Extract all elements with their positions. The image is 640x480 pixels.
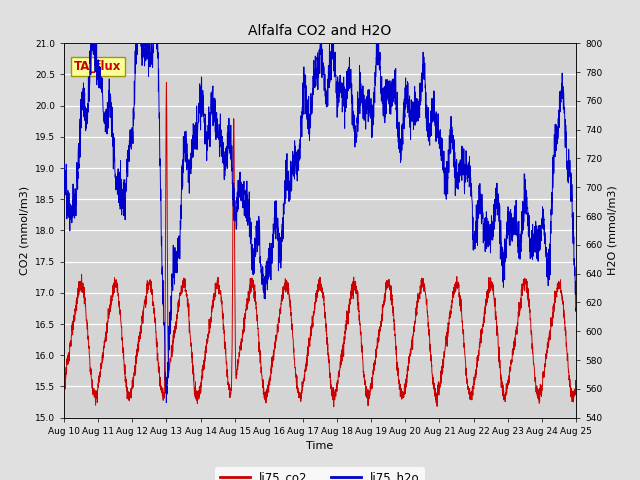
- Y-axis label: CO2 (mmol/m3): CO2 (mmol/m3): [19, 186, 29, 275]
- Text: TA_flux: TA_flux: [74, 60, 122, 73]
- Legend: li75_co2, li75_h2o: li75_co2, li75_h2o: [216, 467, 424, 480]
- Title: Alfalfa CO2 and H2O: Alfalfa CO2 and H2O: [248, 24, 392, 38]
- X-axis label: Time: Time: [307, 441, 333, 451]
- Y-axis label: H2O (mmol/m3): H2O (mmol/m3): [608, 186, 618, 275]
